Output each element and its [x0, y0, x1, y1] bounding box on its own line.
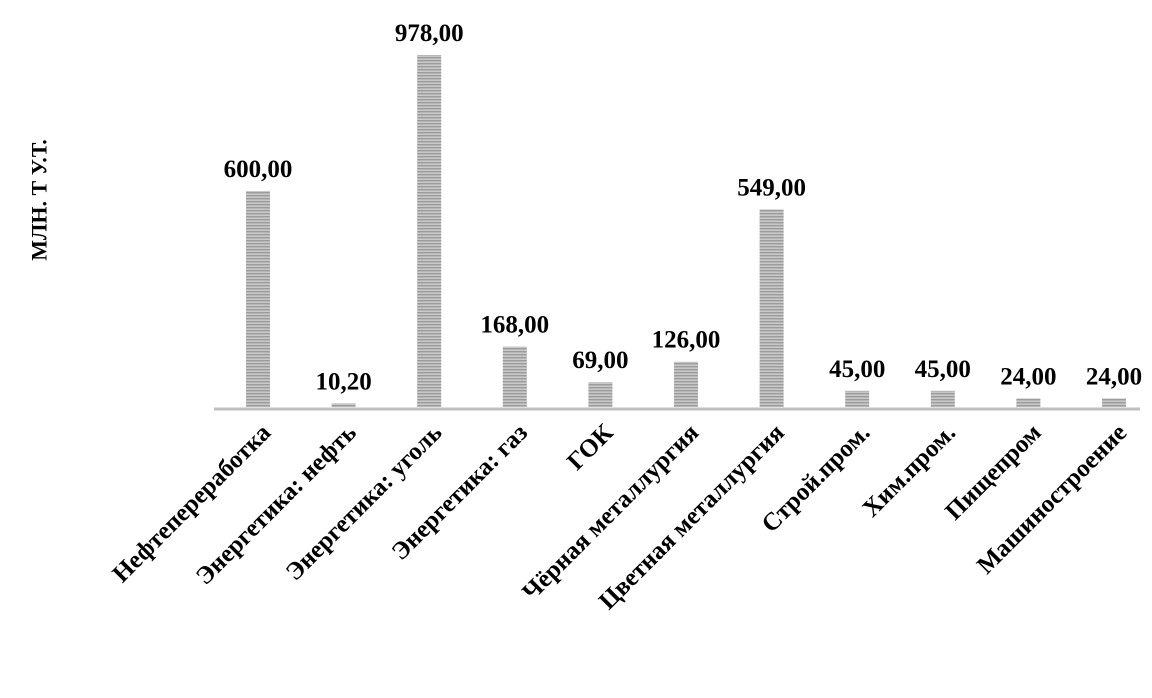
data-label-8: 45,00 [829, 356, 885, 383]
bar-5 [588, 382, 613, 407]
bar-8 [845, 390, 870, 407]
data-label-9: 45,00 [915, 356, 971, 383]
bar-1 [246, 191, 270, 407]
bars-group [246, 55, 1126, 407]
data-labels-group: 600,00 10,20 978,00 168,00 69,00 126,00 549,00… [224, 20, 1143, 395]
data-label-10: 24,00 [1000, 363, 1056, 390]
x-tick-label-3: Энергетика: уголь [281, 419, 448, 586]
x-tick-label-11: Машиностроение [972, 419, 1132, 579]
x-tick-label-2: Энергетика: нефть [191, 419, 362, 590]
bar-7 [759, 209, 784, 407]
bar-4 [502, 346, 527, 407]
data-label-7: 549,00 [737, 174, 806, 201]
data-label-5: 69,00 [572, 347, 628, 374]
bar-3 [417, 55, 442, 407]
bar-9 [930, 390, 955, 407]
bar-6 [674, 361, 698, 407]
x-tick-label-5: ГОК [562, 419, 618, 475]
data-label-3: 978,00 [395, 20, 464, 47]
data-label-6: 126,00 [652, 327, 721, 354]
data-label-4: 168,00 [480, 312, 549, 339]
x-tick-label-1: Нефтепереработка [108, 419, 277, 588]
bar-11 [1102, 398, 1126, 407]
data-label-2: 10,20 [315, 368, 371, 395]
bar-10 [1016, 398, 1041, 407]
data-label-1: 600,00 [224, 156, 293, 183]
data-label-11: 24,00 [1086, 363, 1142, 390]
bar-2 [331, 403, 356, 407]
